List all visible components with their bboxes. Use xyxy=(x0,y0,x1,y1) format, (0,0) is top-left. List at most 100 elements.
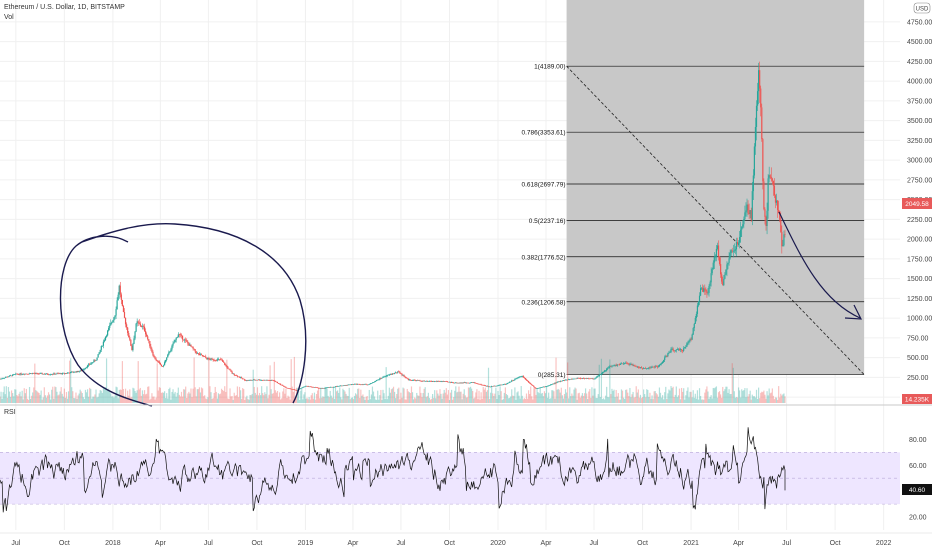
candle-body xyxy=(749,210,751,215)
candle-body xyxy=(99,349,101,353)
volume-bar xyxy=(83,399,86,403)
volume-bar xyxy=(78,393,80,403)
currency-button[interactable]: USD xyxy=(913,2,931,14)
price-candles[interactable] xyxy=(0,61,786,391)
candle-body xyxy=(182,339,185,341)
candle-body xyxy=(333,386,336,388)
candle-body xyxy=(290,388,292,390)
candle-body xyxy=(63,372,65,374)
candle-body xyxy=(218,359,221,360)
volume-bar xyxy=(634,397,636,403)
candle-body xyxy=(563,380,566,381)
time-axis[interactable]: Jul Oct 2018 Apr Jul Oct 2019 Apr Jul Oct 2020 Apr J… xyxy=(0,532,932,547)
candle-body xyxy=(692,328,694,335)
volume-bar xyxy=(82,397,84,403)
candle-body xyxy=(504,384,506,385)
volume-bar xyxy=(493,395,495,403)
volume-bar xyxy=(457,391,459,403)
price-axis-tick-label: 1750.00 xyxy=(907,256,932,263)
candle-body xyxy=(116,300,118,310)
price-axis[interactable]: 0.00250.00500.00750.001000.001250.001500… xyxy=(907,19,932,401)
volume-bar xyxy=(80,391,82,403)
fibonacci-retracement[interactable]: 1(4189.00)0.786(3353.61)0.618(2697.79)0.… xyxy=(521,0,865,379)
volume-bar xyxy=(649,392,651,403)
candle-body xyxy=(558,381,560,383)
candle-body xyxy=(154,357,156,360)
volume-bar xyxy=(689,391,691,403)
candle-body xyxy=(775,200,778,203)
candle-body xyxy=(440,381,442,383)
volume-bar xyxy=(503,392,505,403)
volume-bar xyxy=(246,395,248,403)
candle-body xyxy=(512,380,514,382)
candle-body xyxy=(327,387,329,388)
candle-body xyxy=(405,377,407,379)
candle-body xyxy=(369,383,371,385)
volume-bar xyxy=(95,389,97,403)
candle-body xyxy=(175,337,177,340)
candle-body xyxy=(772,180,774,186)
candle-body xyxy=(574,378,576,380)
trend-arrow[interactable] xyxy=(778,211,861,319)
volume-bar xyxy=(208,358,210,403)
volume-bar xyxy=(568,398,570,403)
volume-bar xyxy=(103,388,106,403)
candle-body xyxy=(611,365,613,367)
volume-bar xyxy=(410,386,413,403)
volume-bar xyxy=(177,387,179,403)
volume-bar xyxy=(672,386,674,403)
candle-body xyxy=(96,357,98,361)
volume-bar xyxy=(265,394,267,403)
volume-bar xyxy=(632,391,634,403)
candle-body xyxy=(384,376,386,378)
candle-body xyxy=(51,374,53,375)
candle-body xyxy=(89,364,91,365)
volume-bar xyxy=(734,397,737,403)
volume-bar xyxy=(535,394,537,403)
volume-bar xyxy=(57,395,59,403)
volume-bar xyxy=(56,391,58,403)
volume-bar xyxy=(644,394,646,403)
volume-bar xyxy=(755,389,758,403)
candle-body xyxy=(94,360,96,361)
volume-bar xyxy=(682,391,684,403)
candle-body xyxy=(34,373,36,375)
volume-bar xyxy=(367,399,369,403)
candle-body xyxy=(541,387,543,388)
volume-bar xyxy=(784,396,786,403)
candle-body xyxy=(584,378,587,379)
volume-bar xyxy=(71,387,73,403)
candle-body xyxy=(108,327,110,331)
candle-body xyxy=(130,339,132,346)
candle-body xyxy=(4,377,6,379)
candle-body xyxy=(129,337,131,340)
volume-bar xyxy=(149,399,151,403)
candle-body xyxy=(205,356,207,358)
volume-bar xyxy=(4,394,6,403)
candle-body xyxy=(694,317,696,324)
hand-drawn-circle[interactable] xyxy=(59,222,307,407)
volume-bar xyxy=(214,386,216,403)
fib-background xyxy=(566,0,865,375)
volume-bar xyxy=(135,392,137,403)
candle-body xyxy=(711,269,713,274)
trend-line-dashed[interactable] xyxy=(566,65,865,375)
volume-bar xyxy=(441,398,443,403)
candle-body xyxy=(62,372,64,374)
volume-bar xyxy=(638,397,640,403)
candle-body xyxy=(770,176,772,179)
volume-bar xyxy=(189,393,191,403)
volume-bar xyxy=(5,386,7,403)
volume-bar xyxy=(216,398,218,403)
candle-body xyxy=(487,386,490,388)
candle-body xyxy=(438,381,440,382)
volume-bar xyxy=(587,399,589,403)
drawings[interactable] xyxy=(59,211,863,407)
volume-bar xyxy=(426,396,428,403)
candle-body xyxy=(751,191,753,220)
candle-body xyxy=(180,334,183,336)
candle-body xyxy=(767,178,769,211)
candle-body xyxy=(109,325,111,328)
volume-bar xyxy=(173,393,175,403)
